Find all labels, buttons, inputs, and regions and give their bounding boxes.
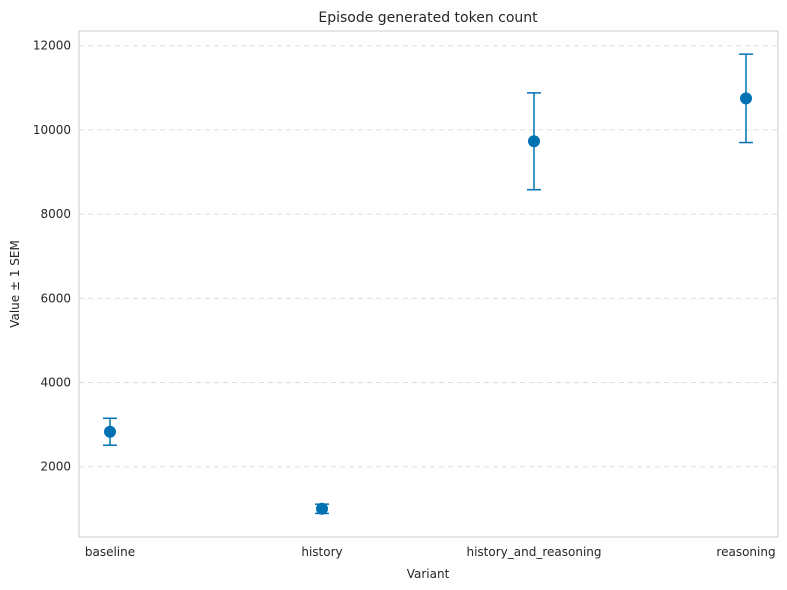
data-point xyxy=(316,502,328,515)
y-tick-labels: 2000 4000 6000 8000 10000 12000 xyxy=(33,39,71,474)
x-tick-label: history_and_reasoning xyxy=(466,545,601,559)
plot-background xyxy=(79,31,778,537)
x-tick-labels: baseline history history_and_reasoning reas… xyxy=(85,545,776,559)
data-point xyxy=(528,135,540,148)
y-tick-label: 4000 xyxy=(40,376,71,390)
x-tick-label: reasoning xyxy=(716,545,775,559)
data-point xyxy=(104,425,116,438)
y-tick-label: 12000 xyxy=(33,39,71,53)
data-marks xyxy=(103,53,753,515)
plot-frame xyxy=(78,30,779,538)
x-tick-label: baseline xyxy=(85,545,135,559)
x-axis-label: Variant xyxy=(407,567,450,581)
y-tick-label: 8000 xyxy=(40,207,71,221)
data-point xyxy=(740,92,752,105)
y-tick-label: 6000 xyxy=(40,291,71,305)
y-axis-label: Value ± 1 SEM xyxy=(8,240,22,328)
y-tick-label: 2000 xyxy=(40,460,71,474)
chart-title: Episode generated token count xyxy=(318,10,538,26)
x-tick-label: history xyxy=(301,545,342,559)
y-tick-label: 10000 xyxy=(33,123,71,137)
